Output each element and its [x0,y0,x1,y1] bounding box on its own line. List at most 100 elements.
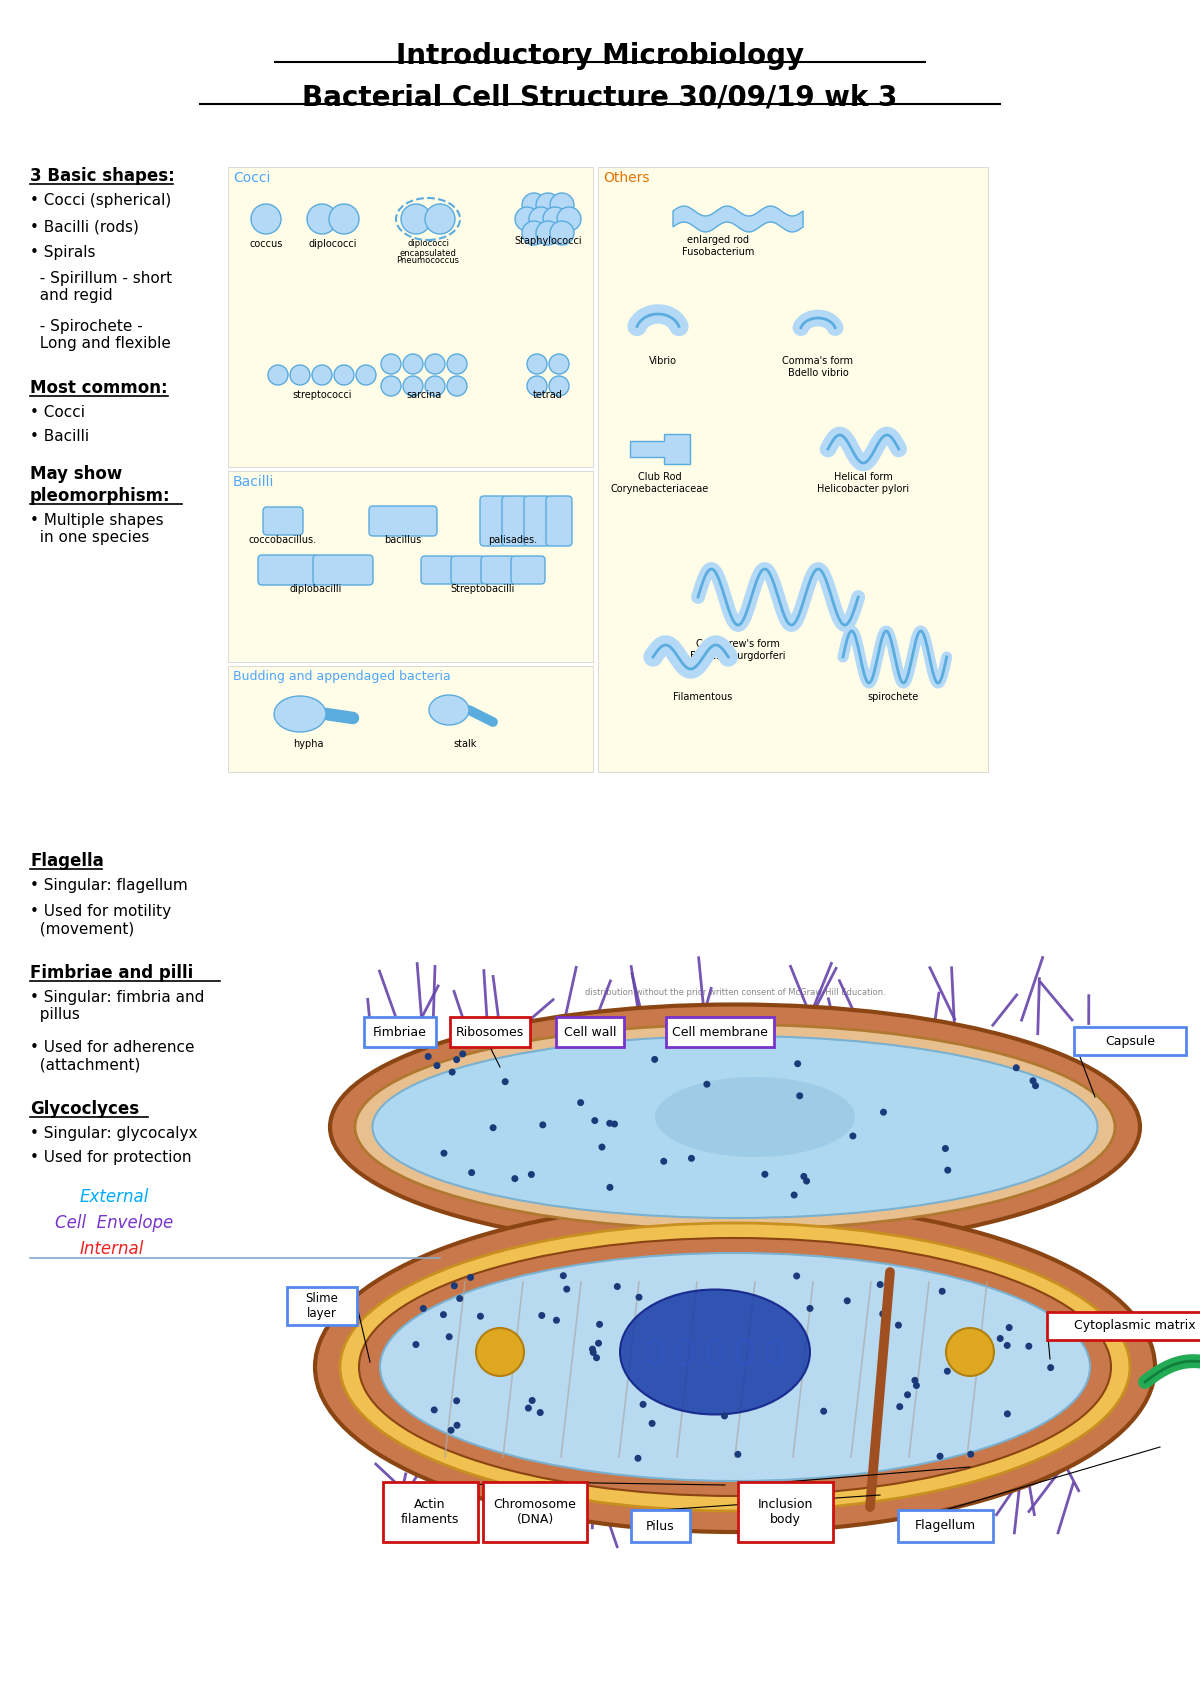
Text: • Used for protection: • Used for protection [30,1151,192,1166]
Circle shape [446,355,467,373]
Circle shape [913,1381,920,1390]
Text: streptococci: streptococci [293,390,352,400]
Circle shape [425,355,445,373]
Circle shape [557,207,581,231]
Circle shape [454,1056,460,1062]
Circle shape [528,1171,535,1178]
Circle shape [797,1093,803,1100]
Circle shape [895,1322,902,1329]
Circle shape [912,1376,918,1383]
Ellipse shape [355,1025,1115,1230]
Circle shape [334,365,354,385]
Text: • Cocci (spherical): • Cocci (spherical) [30,193,172,209]
FancyBboxPatch shape [287,1286,358,1325]
FancyBboxPatch shape [364,1017,436,1047]
Ellipse shape [330,1005,1140,1249]
Circle shape [721,1412,728,1419]
Circle shape [356,365,376,385]
Circle shape [425,377,445,395]
Circle shape [420,1305,427,1312]
Circle shape [539,1312,545,1319]
Text: coccobacillus.: coccobacillus. [248,535,317,545]
FancyBboxPatch shape [481,557,515,584]
Text: enlarged rod
Fusobacterium: enlarged rod Fusobacterium [682,234,754,256]
Circle shape [577,1100,584,1106]
Circle shape [446,377,467,395]
Polygon shape [673,205,803,232]
Circle shape [476,1329,524,1376]
Text: External: External [80,1188,149,1207]
Circle shape [425,1054,432,1061]
Circle shape [593,1354,600,1361]
Bar [228,665,593,772]
Text: Pilus: Pilus [646,1519,674,1532]
Circle shape [947,1356,954,1363]
FancyBboxPatch shape [524,496,550,546]
Circle shape [251,204,281,234]
Circle shape [967,1451,974,1458]
FancyBboxPatch shape [630,1510,690,1543]
Circle shape [403,377,424,395]
Text: distribution without the prior written consent of McGraw-Hill Education.: distribution without the prior written c… [584,988,886,998]
Circle shape [794,1061,802,1067]
Text: diplococci
encapsulated: diplococci encapsulated [400,239,456,258]
Circle shape [515,207,539,231]
Circle shape [800,1173,808,1179]
Circle shape [539,1122,546,1129]
Text: Fimbriae: Fimbriae [373,1025,427,1039]
Circle shape [329,204,359,234]
Text: • Multiple shapes
  in one species: • Multiple shapes in one species [30,512,163,545]
Text: diplobacilli: diplobacilli [290,584,342,594]
Circle shape [942,1145,949,1152]
Text: Cell membrane: Cell membrane [672,1025,768,1039]
Text: - Spirochete -
  Long and flexible: - Spirochete - Long and flexible [30,319,170,351]
Text: Flagella: Flagella [30,852,103,871]
FancyBboxPatch shape [666,1017,774,1047]
Text: • Used for motility
  (movement): • Used for motility (movement) [30,905,172,937]
Text: Inclusion
body: Inclusion body [757,1498,812,1526]
Text: • Bacilli (rods): • Bacilli (rods) [30,219,139,234]
Circle shape [896,1403,904,1410]
Circle shape [312,365,332,385]
Text: Budding and appendaged bacteria: Budding and appendaged bacteria [233,670,451,682]
Circle shape [606,1185,613,1191]
Circle shape [524,1405,532,1412]
Ellipse shape [430,696,469,725]
Circle shape [734,1451,742,1458]
Ellipse shape [380,1252,1090,1481]
Text: Cocci: Cocci [233,171,270,185]
FancyBboxPatch shape [898,1510,992,1543]
Text: • Spirals: • Spirals [30,244,96,260]
Text: Fimbriae and pilli: Fimbriae and pilli [30,964,193,983]
Circle shape [956,1337,962,1344]
FancyBboxPatch shape [370,506,437,536]
Text: bacillus: bacillus [384,535,421,545]
Ellipse shape [655,1078,854,1157]
Text: Cell wall: Cell wall [564,1025,617,1039]
Circle shape [1030,1078,1037,1084]
Circle shape [511,1174,518,1183]
Circle shape [550,377,569,395]
Circle shape [936,1453,943,1459]
Text: Streptobacilli: Streptobacilli [451,584,515,594]
Text: Others: Others [604,171,649,185]
Circle shape [791,1191,798,1198]
Ellipse shape [372,1035,1098,1218]
Circle shape [599,1144,606,1151]
FancyBboxPatch shape [1074,1027,1186,1056]
Text: sarcina: sarcina [407,390,442,400]
Circle shape [536,221,560,244]
Polygon shape [630,434,690,463]
Circle shape [1048,1364,1054,1371]
Text: pleomorphism:: pleomorphism: [30,487,170,506]
FancyBboxPatch shape [258,555,318,585]
Bar [228,472,593,662]
FancyBboxPatch shape [480,496,506,546]
Text: Club Rod
Corynebacteriaceae: Club Rod Corynebacteriaceae [611,472,709,494]
Text: Cytoplasmic matrix: Cytoplasmic matrix [1074,1320,1196,1332]
Circle shape [1003,1342,1010,1349]
Circle shape [401,204,431,234]
Text: Staphylococci: Staphylococci [514,236,582,246]
Circle shape [793,1273,800,1280]
Circle shape [536,1409,544,1415]
